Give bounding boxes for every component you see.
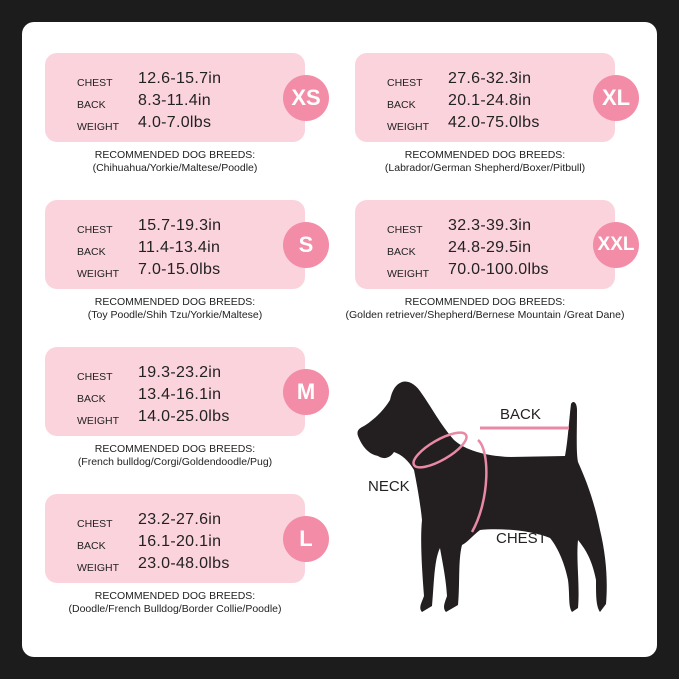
chest-label: CHEST [77, 371, 113, 383]
recommended-heading: RECOMMENDED DOG BREEDS: [94, 443, 256, 455]
chest-label: CHEST [387, 224, 423, 236]
size-badge: L [283, 516, 329, 562]
back-label: BACK [77, 246, 106, 258]
dog-silhouette-icon [357, 381, 607, 612]
size-box: CHEST 32.3-39.3in BACK 24.8-29.5in WEIGH… [355, 200, 615, 289]
recommended-heading: RECOMMENDED DOG BREEDS: [404, 296, 566, 308]
weight-value: 4.0-7.0lbs [138, 114, 212, 131]
weight-value: 23.0-48.0lbs [138, 555, 230, 572]
chest-label: CHEST [496, 530, 547, 547]
recommended-heading: RECOMMENDED DOG BREEDS: [94, 149, 256, 161]
back-label: BACK [500, 406, 541, 423]
back-value: 13.4-16.1in [138, 386, 222, 403]
recommended-heading: RECOMMENDED DOG BREEDS: [94, 296, 256, 308]
size-box: CHEST 19.3-23.2in BACK 13.4-16.1in WEIGH… [45, 347, 305, 436]
back-value: 8.3-11.4in [138, 92, 211, 109]
chest-value: 19.3-23.2in [138, 364, 222, 381]
weight-label: WEIGHT [77, 415, 119, 427]
size-badge: S [283, 222, 329, 268]
chest-value: 23.2-27.6in [138, 511, 222, 528]
size-badge: M [283, 369, 329, 415]
back-value: 11.4-13.4in [138, 239, 221, 256]
chest-value: 12.6-15.7in [138, 70, 222, 87]
back-label: BACK [77, 99, 106, 111]
chest-label: CHEST [387, 77, 423, 89]
breed-list: (Golden retriever/Shepherd/Bernese Mount… [345, 309, 625, 321]
size-badge: XL [593, 75, 639, 121]
weight-value: 42.0-75.0lbs [448, 114, 540, 131]
size-block-l: CHEST 23.2-27.6in BACK 16.1-20.1in WEIGH… [45, 494, 345, 634]
back-label: BACK [387, 99, 416, 111]
chest-label: CHEST [77, 77, 113, 89]
size-box: CHEST 23.2-27.6in BACK 16.1-20.1in WEIGH… [45, 494, 305, 583]
neck-label: NECK [368, 478, 410, 495]
chest-label: CHEST [77, 518, 113, 530]
weight-value: 14.0-25.0lbs [138, 408, 230, 425]
size-badge: XS [283, 75, 329, 121]
chest-label: CHEST [77, 224, 113, 236]
recommended-heading: RECOMMENDED DOG BREEDS: [94, 590, 256, 602]
back-label: BACK [387, 246, 416, 258]
back-value: 16.1-20.1in [138, 533, 222, 550]
back-value: 20.1-24.8in [448, 92, 532, 109]
breed-list: (Labrador/German Shepherd/Boxer/Pitbull) [384, 162, 586, 174]
size-box: CHEST 27.6-32.3in BACK 20.1-24.8in WEIGH… [355, 53, 615, 142]
size-badge: XXL [593, 222, 639, 268]
weight-label: WEIGHT [387, 121, 429, 133]
size-box: CHEST 12.6-15.7in BACK 8.3-11.4in WEIGHT… [45, 53, 305, 142]
chest-value: 27.6-32.3in [448, 70, 532, 87]
breed-list: (Doodle/French Bulldog/Border Collie/Poo… [68, 603, 282, 615]
weight-label: WEIGHT [77, 562, 119, 574]
weight-label: WEIGHT [77, 268, 119, 280]
breed-list: (French bulldog/Corgi/Goldendoodle/Pug) [77, 456, 273, 468]
weight-label: WEIGHT [77, 121, 119, 133]
weight-value: 7.0-15.0lbs [138, 261, 221, 278]
size-block-m: CHEST 19.3-23.2in BACK 13.4-16.1in WEIGH… [45, 347, 345, 487]
breed-list: (Toy Poodle/Shih Tzu/Yorkie/Maltese) [87, 309, 263, 321]
size-block-xxl: CHEST 32.3-39.3in BACK 24.8-29.5in WEIGH… [346, 200, 655, 340]
size-block-xs: CHEST 12.6-15.7in BACK 8.3-11.4in WEIGHT… [45, 53, 345, 193]
dog-measurement-diagram: BACK NECK CHEST [350, 360, 610, 625]
size-block-xl: CHEST 27.6-32.3in BACK 20.1-24.8in WEIGH… [355, 53, 655, 193]
back-label: BACK [77, 540, 106, 552]
weight-label: WEIGHT [387, 268, 429, 280]
weight-value: 70.0-100.0lbs [448, 261, 549, 278]
breed-list: (Chihuahua/Yorkie/Maltese/Poodle) [92, 162, 258, 174]
recommended-heading: RECOMMENDED DOG BREEDS: [404, 149, 566, 161]
back-label: BACK [77, 393, 106, 405]
size-block-s: CHEST 15.7-19.3in BACK 11.4-13.4in WEIGH… [45, 200, 345, 340]
chest-value: 15.7-19.3in [138, 217, 222, 234]
chest-value: 32.3-39.3in [448, 217, 532, 234]
size-box: CHEST 15.7-19.3in BACK 11.4-13.4in WEIGH… [45, 200, 305, 289]
back-value: 24.8-29.5in [448, 239, 532, 256]
